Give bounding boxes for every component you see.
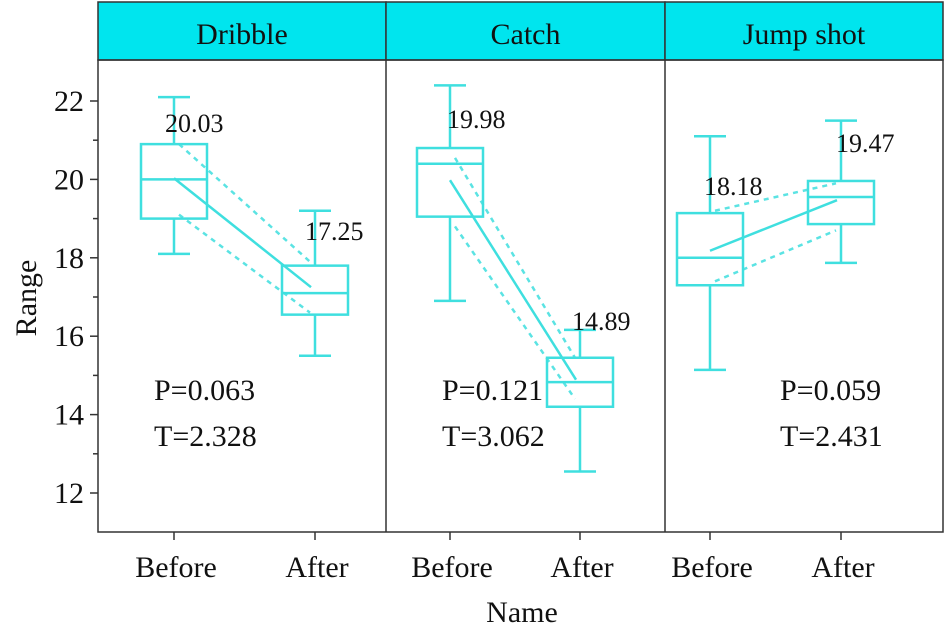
- panel-dribble: 20.03 17.25 P=0.063 T=2.328: [139, 95, 364, 453]
- panel-jump-shot: 18.18 19.47 P=0.059 T=2.431: [675, 119, 895, 453]
- panel-header: [97, 1, 387, 61]
- x-tick-label: After: [811, 551, 874, 584]
- box-iqr: [280, 264, 350, 316]
- panel-catch: 19.98 14.89 P=0.121 T=3.062: [415, 84, 631, 473]
- y-tick-label: 20: [54, 163, 84, 196]
- x-tick-label: Before: [411, 551, 493, 584]
- box-iqr: [806, 179, 876, 226]
- box-before: [675, 135, 745, 372]
- ci-line-upper: [714, 182, 837, 212]
- ci-line-lower: [714, 229, 837, 283]
- x-tick-label: After: [285, 551, 348, 584]
- ci-line-upper: [453, 157, 577, 359]
- y-axis-label: Range: [10, 260, 43, 337]
- box-iqr: [415, 146, 485, 218]
- y-tick-label: 14: [54, 399, 84, 432]
- mean-label: 19.98: [447, 105, 506, 134]
- x-tick-label: After: [550, 551, 613, 584]
- box-after: [806, 119, 876, 265]
- panel-title: Jump shot: [743, 18, 866, 51]
- t-value-label: T=2.328: [154, 420, 257, 453]
- mean-label: 17.25: [305, 217, 364, 246]
- ci-line-upper: [178, 143, 311, 263]
- box-before: [415, 84, 485, 303]
- mean-label: 19.47: [836, 129, 895, 158]
- mean-label: 18.18: [704, 172, 763, 201]
- panel-title: Catch: [491, 18, 561, 51]
- box-before: [139, 95, 209, 256]
- x-tick-label: Before: [671, 551, 753, 584]
- y-tick-label: 22: [54, 85, 84, 118]
- box-iqr: [139, 142, 209, 220]
- mean-line: [173, 177, 312, 289]
- p-value-label: P=0.063: [154, 374, 255, 407]
- panel-header: [385, 1, 666, 61]
- mean-line: [448, 179, 578, 381]
- y-tick-label: 16: [54, 320, 84, 353]
- p-value-label: P=0.121: [442, 374, 543, 407]
- y-tick-label: 12: [54, 477, 84, 510]
- t-value-label: T=3.062: [442, 420, 545, 453]
- panel-header: [664, 1, 944, 61]
- box-iqr: [675, 211, 745, 287]
- mean-label: 20.03: [165, 109, 224, 138]
- x-axis-label: Name: [486, 596, 558, 629]
- t-value-label: T=2.431: [780, 420, 883, 453]
- ci-line-lower: [178, 213, 311, 314]
- y-tick-label: 18: [54, 242, 84, 275]
- panel-title: Dribble: [196, 18, 288, 51]
- x-tick-label: Before: [135, 551, 217, 584]
- box-after: [280, 209, 350, 358]
- mean-label: 14.89: [572, 307, 631, 336]
- p-value-label: P=0.059: [780, 374, 881, 407]
- mean-line: [709, 199, 838, 252]
- plot-frame: [97, 59, 944, 533]
- box-after: [545, 328, 615, 473]
